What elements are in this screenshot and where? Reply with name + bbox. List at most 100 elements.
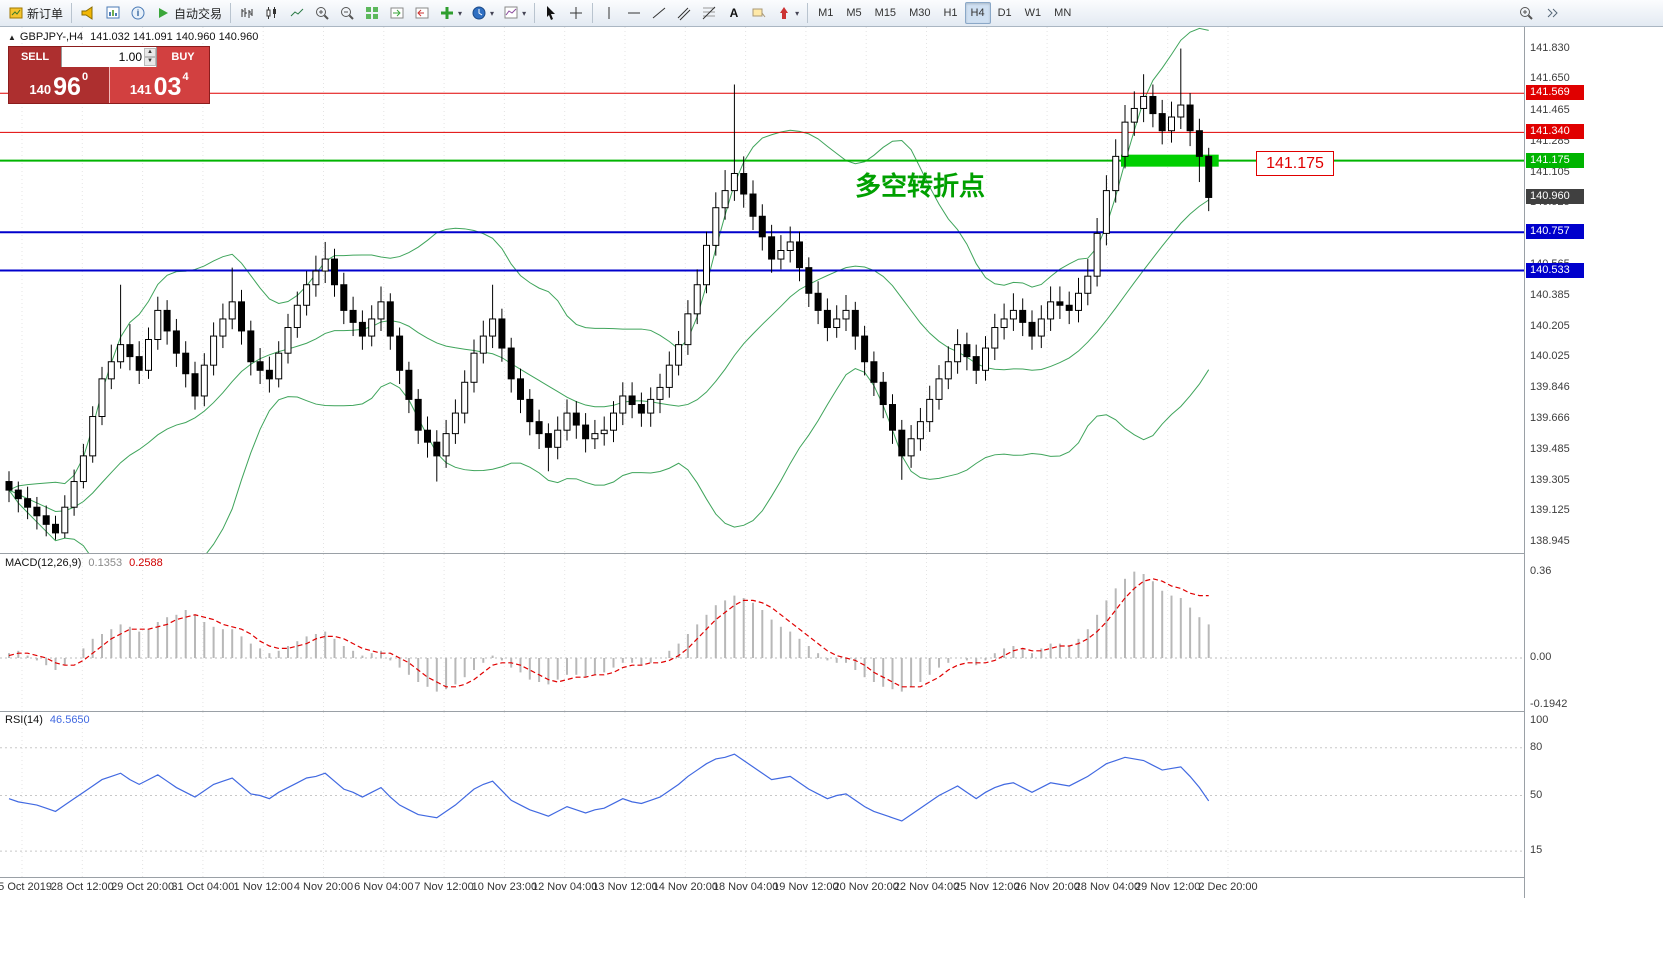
candle-body — [1168, 116, 1175, 132]
zoom-search-button[interactable] — [1514, 2, 1538, 24]
one-click-collapse-icon[interactable]: ▲ — [8, 33, 16, 42]
vertical-line-button[interactable] — [597, 2, 621, 24]
price-axis[interactable]: 141.830141.650141.465141.285141.105140.9… — [1524, 27, 1663, 898]
timeframe-m30-button[interactable]: M30 — [903, 2, 936, 24]
rsi-axis-tick: 80 — [1530, 740, 1543, 753]
candles-chart-button[interactable] — [260, 2, 284, 24]
candle-body — [386, 301, 394, 337]
alerts-button[interactable] — [76, 2, 100, 24]
crosshair-button[interactable] — [564, 2, 588, 24]
panel-separator[interactable] — [0, 553, 1524, 554]
horizontal-line-button[interactable] — [622, 2, 646, 24]
time-axis-label: 28 Oct 12:00 — [50, 881, 114, 893]
periods-button[interactable]: ▾ — [467, 2, 498, 24]
line-chart-button[interactable] — [285, 2, 309, 24]
cursor-button[interactable] — [539, 2, 563, 24]
toolbar-overflow-button[interactable] — [1540, 2, 1564, 24]
vline-icon — [608, 7, 610, 19]
main-chart[interactable] — [0, 27, 1524, 553]
candle-body — [842, 309, 850, 320]
timeframe-m1-button[interactable]: M1 — [812, 2, 839, 24]
cursor-icon — [547, 6, 556, 20]
candle-body — [247, 330, 255, 363]
grid-icon — [366, 7, 379, 19]
sell-price-sup: 0 — [81, 71, 89, 83]
candle-body — [219, 318, 227, 337]
indicators-button[interactable]: ▾ — [435, 2, 466, 24]
timeframe-m15-button[interactable]: M15 — [869, 2, 902, 24]
volume-down-icon[interactable]: ▼ — [144, 57, 156, 66]
highlight-zone[interactable] — [1121, 154, 1219, 167]
time-axis-label: 1 Nov 12:00 — [233, 881, 293, 893]
tile-windows-button[interactable] — [360, 2, 384, 24]
data-window-button[interactable]: i — [126, 2, 150, 24]
candle-body — [284, 327, 292, 354]
macd-panel[interactable] — [0, 554, 1524, 711]
candle-body — [1037, 318, 1045, 337]
templates-button[interactable]: ▾ — [499, 2, 530, 24]
buy-button[interactable]: BUY — [157, 47, 209, 67]
chart-shift-button[interactable] — [410, 2, 434, 24]
sell-price-button[interactable]: 140 96 0 — [9, 67, 109, 103]
price-tag-level: 141.175 — [1526, 152, 1584, 168]
candle-body — [851, 309, 859, 337]
text-button[interactable]: A — [722, 2, 746, 24]
rsi-axis-tick: 50 — [1530, 788, 1543, 801]
zoom-out-button[interactable] — [335, 2, 359, 24]
candle-body — [1177, 104, 1185, 118]
candle-body — [489, 318, 497, 337]
candle-body — [312, 270, 320, 286]
trendline-button[interactable] — [647, 2, 671, 24]
timeframe-d1-button[interactable]: D1 — [992, 2, 1018, 24]
chart-annotation[interactable]: 多空转折点 — [855, 171, 986, 201]
new-order-button[interactable]: 新订单 — [4, 2, 67, 24]
zoom-in-button[interactable] — [310, 2, 334, 24]
autoscroll-icon — [390, 7, 404, 19]
buy-price-button[interactable]: 141 03 4 — [108, 67, 209, 103]
rsi-panel[interactable] — [0, 712, 1524, 877]
sell-button[interactable]: SELL — [9, 47, 61, 67]
fibonacci-button[interactable] — [697, 2, 721, 24]
macd-axis-tick: 0.00 — [1530, 651, 1552, 663]
candle-body — [405, 369, 413, 400]
candle-body — [693, 284, 701, 315]
arrows-button[interactable]: ▾ — [772, 2, 803, 24]
autotrading-button[interactable]: 自动交易 — [151, 2, 226, 24]
candle-body — [1121, 121, 1129, 157]
candle-body — [796, 241, 803, 269]
timeframe-h1-button[interactable]: H1 — [937, 2, 963, 24]
timeframe-w1-button[interactable]: W1 — [1019, 2, 1048, 24]
dropdown-caret-icon: ▾ — [458, 8, 463, 18]
market-watch-button[interactable] — [101, 2, 125, 24]
candle-body — [517, 378, 524, 400]
candle-body — [70, 481, 78, 508]
time-axis-label: 4 Nov 20:00 — [293, 881, 354, 893]
candle-body — [424, 429, 431, 443]
candle-body — [954, 344, 962, 363]
time-axis-label: 2 Dec 20:00 — [1198, 881, 1258, 893]
plus-icon — [441, 7, 454, 19]
volume-up-icon[interactable]: ▲ — [144, 48, 156, 57]
candle-body — [526, 398, 534, 423]
candle-body — [600, 429, 608, 435]
channel-button[interactable] — [672, 2, 696, 24]
bollinger-lower-line — [8, 368, 1210, 553]
bars-chart-button[interactable] — [235, 2, 259, 24]
volume-input[interactable] — [62, 50, 144, 64]
hline-icon — [628, 12, 641, 14]
macd-axis-tick: 0.36 — [1530, 564, 1552, 577]
trendline-icon — [652, 7, 666, 19]
timeframe-h4-button[interactable]: H4 — [964, 2, 991, 24]
price-axis-tick: 140.385 — [1530, 288, 1570, 301]
panel-separator[interactable] — [0, 711, 1524, 712]
autoscroll-button[interactable] — [385, 2, 409, 24]
timeframe-m5-button[interactable]: M5 — [840, 2, 867, 24]
price-callout-label[interactable]: 141.175 — [1256, 151, 1334, 176]
timeframe-mn-button[interactable]: MN — [1048, 2, 1077, 24]
candle-body — [1009, 309, 1017, 320]
candle-body — [889, 404, 896, 431]
rsi-value: 46.5650 — [49, 714, 90, 726]
candle-body — [1019, 309, 1027, 323]
label-button[interactable] — [747, 2, 771, 24]
